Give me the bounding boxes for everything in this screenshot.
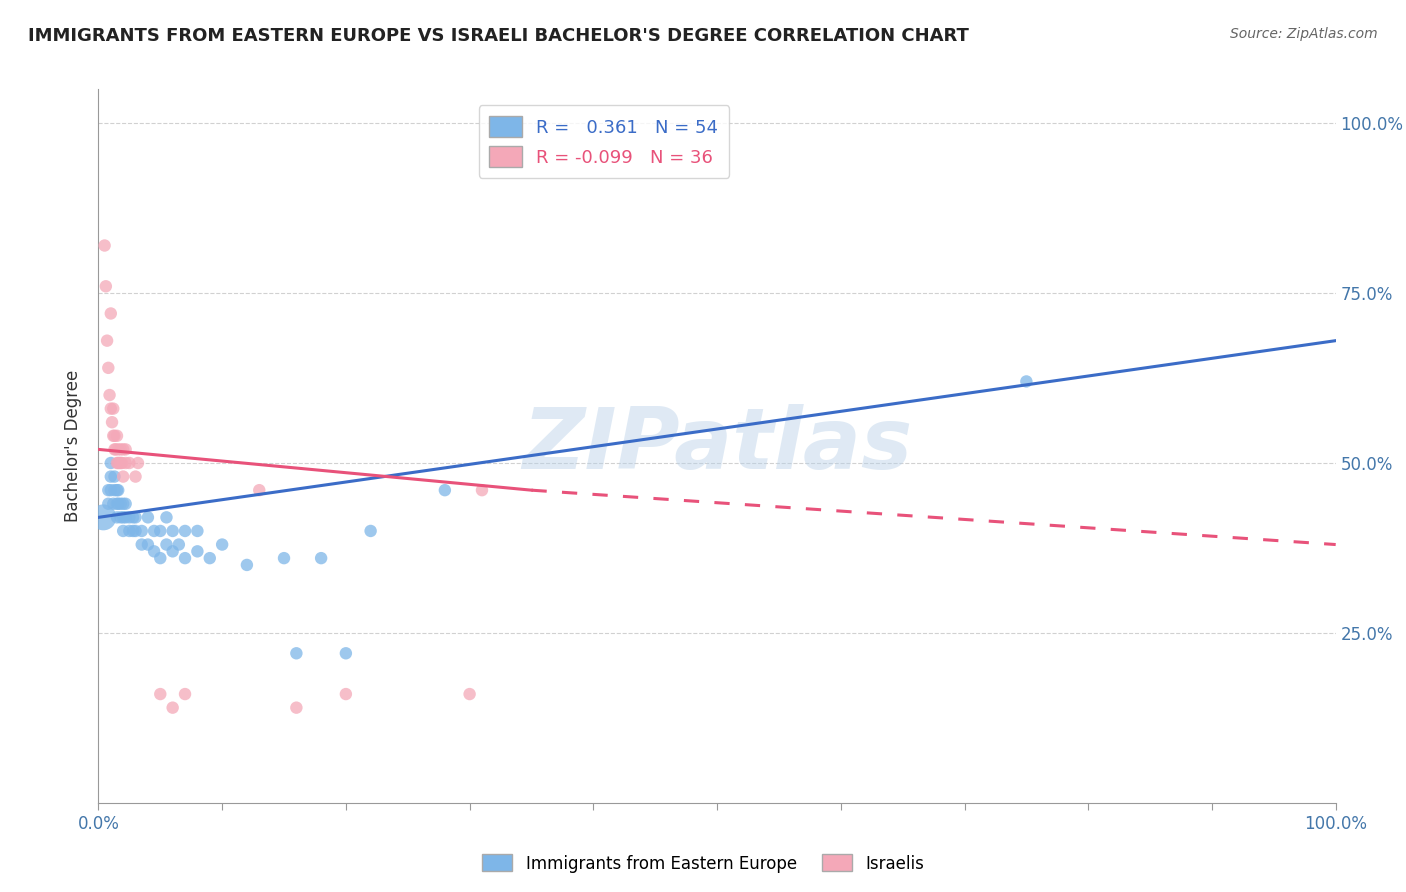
Point — [149, 687, 172, 701]
Point — [155, 537, 177, 551]
Point — [97, 483, 120, 498]
Point — [112, 442, 135, 457]
Point — [122, 524, 145, 538]
Point — [162, 544, 184, 558]
Point — [107, 497, 129, 511]
Point — [111, 456, 134, 470]
Point — [143, 524, 166, 538]
Point — [236, 558, 259, 572]
Point — [103, 429, 125, 443]
Point — [114, 497, 136, 511]
Point — [96, 334, 118, 348]
Point — [118, 524, 141, 538]
Point — [174, 524, 197, 538]
Point — [433, 483, 456, 498]
Point — [136, 537, 159, 551]
Text: ZIPatlas: ZIPatlas — [522, 404, 912, 488]
Point — [118, 456, 141, 470]
Point — [100, 483, 122, 498]
Legend: R =   0.361   N = 54, R = -0.099   N = 36: R = 0.361 N = 54, R = -0.099 N = 36 — [478, 105, 730, 178]
Point — [105, 456, 128, 470]
Point — [360, 524, 382, 538]
Point — [105, 429, 128, 443]
Point — [122, 510, 145, 524]
Point — [103, 442, 125, 457]
Point — [108, 456, 131, 470]
Point — [103, 429, 125, 443]
Point — [100, 456, 122, 470]
Point — [114, 456, 136, 470]
Point — [309, 551, 332, 566]
Point — [103, 497, 125, 511]
Point — [149, 524, 172, 538]
Point — [211, 537, 233, 551]
Point — [103, 483, 125, 498]
Point — [131, 537, 153, 551]
Text: IMMIGRANTS FROM EASTERN EUROPE VS ISRAELI BACHELOR'S DEGREE CORRELATION CHART: IMMIGRANTS FROM EASTERN EUROPE VS ISRAEL… — [28, 27, 969, 45]
Point — [471, 483, 494, 498]
Point — [93, 238, 115, 252]
Legend: Immigrants from Eastern Europe, Israelis: Immigrants from Eastern Europe, Israelis — [475, 847, 931, 880]
Point — [112, 510, 135, 524]
Point — [127, 456, 149, 470]
Point — [162, 524, 184, 538]
Point — [458, 687, 481, 701]
Point — [104, 442, 127, 457]
Point — [285, 646, 308, 660]
Point — [107, 442, 129, 457]
Point — [186, 524, 208, 538]
Point — [112, 469, 135, 483]
Point — [98, 388, 121, 402]
Point — [97, 497, 120, 511]
Point — [103, 469, 125, 483]
Point — [149, 551, 172, 566]
Point — [94, 279, 117, 293]
Point — [100, 306, 122, 320]
Point — [174, 687, 197, 701]
Point — [114, 510, 136, 524]
Point — [100, 469, 122, 483]
Point — [285, 700, 308, 714]
Point — [124, 469, 146, 483]
Point — [124, 510, 146, 524]
Point — [162, 700, 184, 714]
Point — [174, 551, 197, 566]
Point — [110, 456, 132, 470]
Point — [186, 544, 208, 558]
Point — [335, 687, 357, 701]
Text: Source: ZipAtlas.com: Source: ZipAtlas.com — [1230, 27, 1378, 41]
Point — [93, 510, 115, 524]
Point — [112, 497, 135, 511]
Point — [101, 415, 124, 429]
Point — [155, 510, 177, 524]
Point — [100, 401, 122, 416]
Point — [107, 456, 129, 470]
Y-axis label: Bachelor's Degree: Bachelor's Degree — [65, 370, 83, 522]
Point — [335, 646, 357, 660]
Point — [110, 442, 132, 457]
Point — [114, 442, 136, 457]
Point — [107, 483, 129, 498]
Point — [136, 510, 159, 524]
Point — [273, 551, 295, 566]
Point — [143, 544, 166, 558]
Point — [247, 483, 270, 498]
Point — [112, 524, 135, 538]
Point — [105, 510, 128, 524]
Point — [131, 524, 153, 538]
Point — [118, 510, 141, 524]
Point — [198, 551, 221, 566]
Point — [1015, 375, 1038, 389]
Point — [105, 483, 128, 498]
Point — [105, 497, 128, 511]
Point — [103, 401, 125, 416]
Point — [124, 524, 146, 538]
Point — [97, 360, 120, 375]
Point — [110, 510, 132, 524]
Point — [110, 497, 132, 511]
Point — [167, 537, 190, 551]
